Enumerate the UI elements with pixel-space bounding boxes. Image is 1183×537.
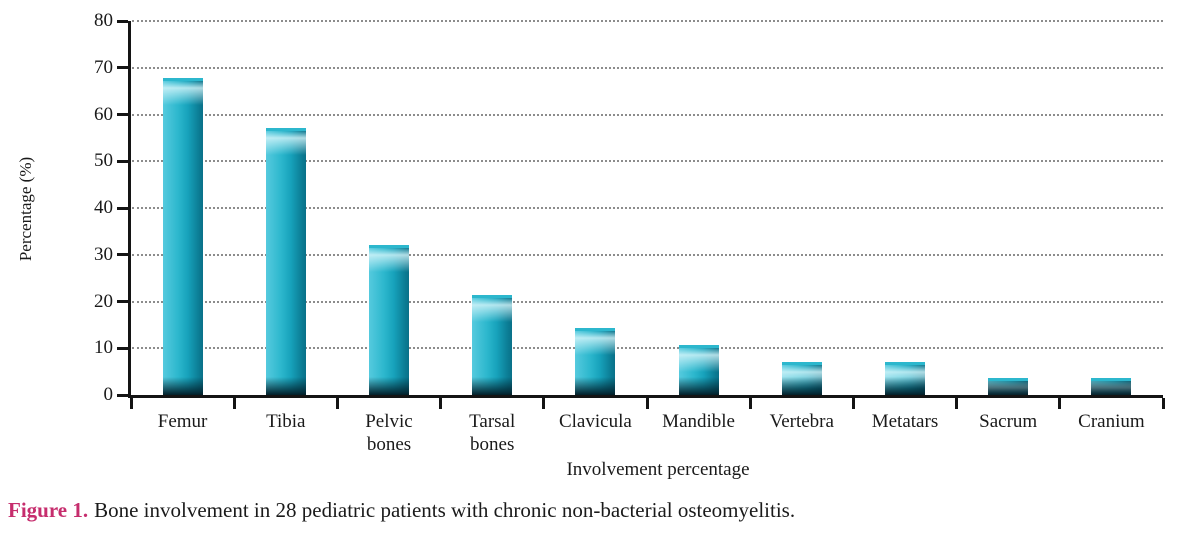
x-axis-tick-10 — [1161, 398, 1165, 409]
y-axis-tick-50 — [117, 159, 128, 163]
x-axis-tick-1 — [232, 398, 236, 409]
x-axis-tick-2 — [335, 398, 339, 409]
y-axis-tick-30 — [117, 253, 128, 257]
y-tick-label-20: 20 — [94, 290, 113, 312]
gridline-40 — [132, 207, 1163, 209]
plot-area: 0 10 20 30 40 50 60 70 80 Femur Tibia Pelvic bones T… — [94, 10, 1165, 455]
x-axis-tick-7 — [851, 398, 855, 409]
bar-cranium — [1091, 378, 1132, 395]
x-axis-title: Involvement percentage — [566, 459, 750, 480]
gridline-70 — [132, 66, 1163, 69]
y-tick-label-80: 80 — [94, 10, 113, 31]
x-category-label-vertebra: Vertebra — [769, 411, 834, 432]
gridline-80 — [132, 20, 1163, 22]
x-category-label-metatars: Metatars — [871, 411, 939, 432]
x-category-label-mandible: Mandible — [662, 411, 735, 432]
figure-caption-text: Bone involvement in 28 pediatric patient… — [94, 498, 796, 522]
bar-tibia — [265, 128, 306, 395]
gridline-20 — [132, 300, 1163, 303]
bar-femur — [162, 77, 203, 395]
y-tick-label-0: 0 — [103, 384, 114, 405]
bar-metatars — [885, 361, 925, 395]
x-category-label-sacrum: Sacrum — [979, 411, 1038, 432]
y-axis-title: Percentage (%) — [16, 156, 35, 262]
y-axis-tick-10 — [117, 346, 128, 350]
x-axis-tick-0 — [129, 398, 133, 409]
y-axis-tick-60 — [117, 113, 128, 116]
y-tick-label-50: 50 — [94, 150, 113, 172]
y-tick-label-10: 10 — [94, 337, 113, 359]
bar-tarsal-bones — [472, 294, 513, 395]
x-category-label-cranium: Cranium — [1078, 411, 1145, 432]
bar-clavicula — [575, 328, 616, 395]
y-axis-tick-70 — [117, 66, 128, 70]
x-category-label-tarsal-bones: Tarsal bones — [469, 411, 516, 455]
figure-caption-label: Figure 1. — [8, 498, 89, 522]
y-axis-tick-80 — [117, 19, 128, 23]
x-axis-tick-4 — [542, 398, 546, 409]
x-category-label-tibia: Tibia — [266, 411, 306, 432]
figure-caption: Figure 1. Bone involvement in 28 pediatri… — [8, 498, 795, 523]
x-axis-tick-8 — [955, 398, 959, 409]
y-axis-tick-20 — [117, 300, 128, 303]
gridline-30 — [132, 253, 1163, 256]
x-category-label-femur: Femur — [157, 411, 208, 432]
bar-pelvic-bones — [369, 244, 409, 395]
y-axis-tick-40 — [117, 206, 128, 210]
y-axis-tick-0 — [117, 393, 128, 397]
gridline-50 — [132, 160, 1163, 163]
bar-sacrum — [988, 378, 1029, 395]
bar-mandible — [678, 344, 719, 395]
y-tick-label-70: 70 — [94, 56, 113, 78]
bar-vertebra — [781, 361, 822, 395]
y-tick-label-60: 60 — [94, 103, 113, 125]
gridline-60 — [132, 113, 1163, 116]
y-tick-label-30: 30 — [94, 243, 113, 265]
y-tick-label-40: 40 — [94, 197, 113, 218]
x-category-label-pelvic-bones: Pelvic bones — [365, 411, 413, 455]
x-axis-tick-3 — [439, 398, 443, 409]
gridline-10 — [132, 347, 1163, 350]
x-axis-tick-6 — [748, 398, 752, 409]
x-axis-tick-9 — [1058, 398, 1062, 409]
x-axis-tick-5 — [645, 398, 649, 409]
x-category-label-clavicula: Clavicula — [558, 411, 632, 432]
